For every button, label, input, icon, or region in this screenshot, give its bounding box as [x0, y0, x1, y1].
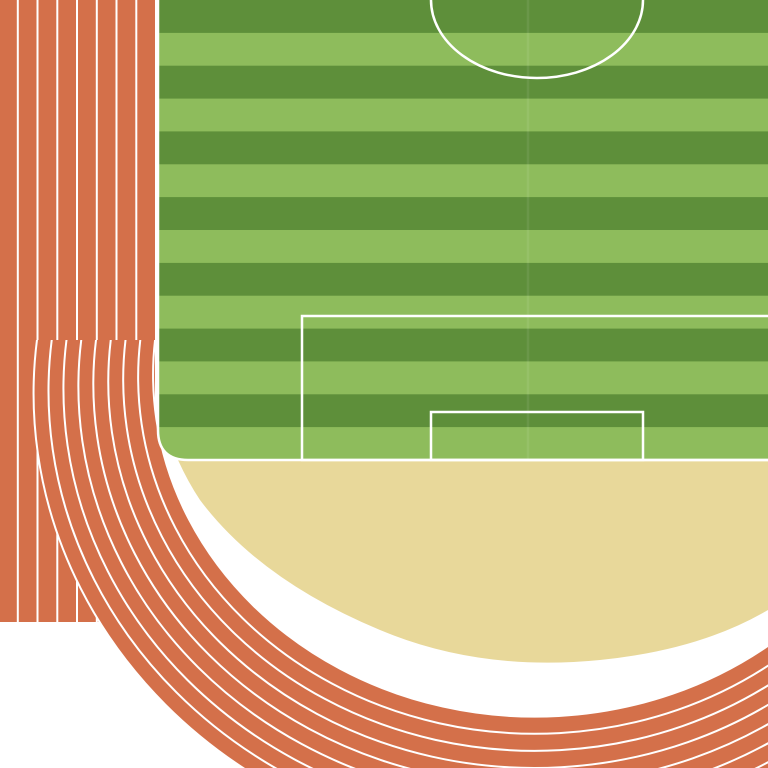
grass-stripe	[158, 328, 768, 362]
curve-lane-line	[137, 340, 768, 735]
curve-lane-line	[122, 340, 768, 752]
pitch-boundary-line	[156, 0, 768, 462]
curve-lane-line	[92, 340, 768, 768]
grass-stripe	[158, 427, 768, 460]
grass-stripe	[158, 131, 768, 165]
goal-area	[429, 410, 645, 462]
grass-stripes	[158, 0, 768, 460]
grass-stripe	[158, 32, 768, 67]
curved-track	[32, 340, 768, 768]
infield-sand	[178, 460, 768, 663]
pitch-markings	[156, 0, 768, 462]
curve-lane-lines	[32, 340, 768, 768]
grass-stripe	[158, 164, 768, 198]
centre-circle-arc	[429, 0, 645, 80]
curve-lane-line	[77, 340, 768, 768]
curve-lane-line	[107, 340, 768, 768]
curve-lane-line	[32, 340, 246, 768]
grass-stripe	[158, 65, 768, 100]
grass-stripe	[158, 0, 768, 34]
grass-stripe	[158, 230, 768, 264]
football-pitch	[158, 0, 768, 460]
curve-lane-bands	[33, 340, 768, 768]
grass-stripe	[158, 98, 768, 132]
curve-track-band	[33, 340, 768, 768]
curve-lane-line	[62, 340, 768, 768]
grass-stripe	[158, 262, 768, 297]
grass-stripe	[158, 361, 768, 395]
curve-lane-line	[47, 340, 278, 768]
grass-stripe	[158, 197, 768, 231]
grass-stripe	[158, 295, 768, 330]
